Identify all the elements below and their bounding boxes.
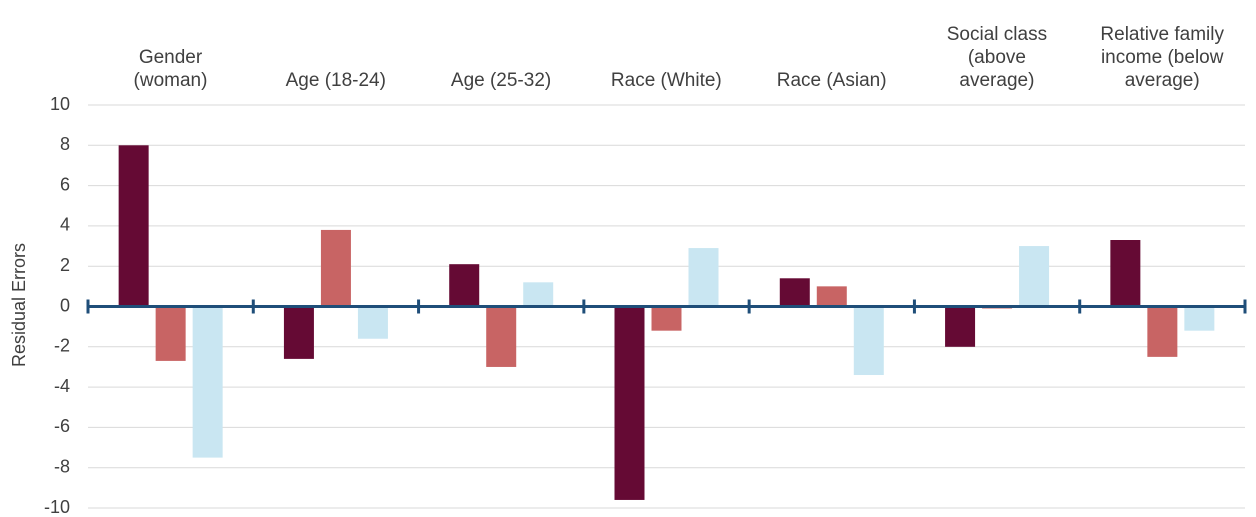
y-tick-label: 6 [60,174,70,194]
bar [688,248,719,307]
y-tick-label: 0 [60,295,70,315]
y-tick-label: 2 [60,255,70,275]
y-tick-label: 4 [60,215,70,235]
bar [118,145,149,307]
bar [853,306,884,376]
category-label: Race (Asian) [776,70,887,91]
category-label: Age (18-24) [285,70,386,91]
y-tick-label: -8 [54,456,70,476]
bar [779,278,810,307]
y-tick-label: -10 [44,497,70,517]
bar [486,306,517,367]
bar [1110,240,1141,307]
y-axis-label: Residual Errors [9,243,29,367]
bar [155,306,186,361]
bar [1019,246,1050,307]
category-label: Social class (above average) [946,24,1048,91]
bar [1147,306,1178,357]
grid [88,104,1245,509]
bar [283,306,314,359]
bar [357,306,388,339]
y-tick-label: 8 [60,134,70,154]
bar [614,306,645,500]
bar [945,306,976,347]
bar [816,286,847,307]
bar [651,306,682,331]
y-tick-label: -2 [54,336,70,356]
y-tick-label: -4 [54,376,70,396]
category-label: Relative family income (below average) [1100,24,1224,91]
category-label: Gender (woman) [133,47,208,91]
category-label: Race (White) [610,70,722,91]
bar [192,306,223,458]
bar [320,229,351,307]
bar [1184,306,1215,331]
y-tick-label: 10 [50,94,70,114]
bar [523,282,554,307]
y-tick-label: -6 [54,416,70,436]
bar [449,264,480,307]
category-label: Age (25-32) [450,70,552,91]
